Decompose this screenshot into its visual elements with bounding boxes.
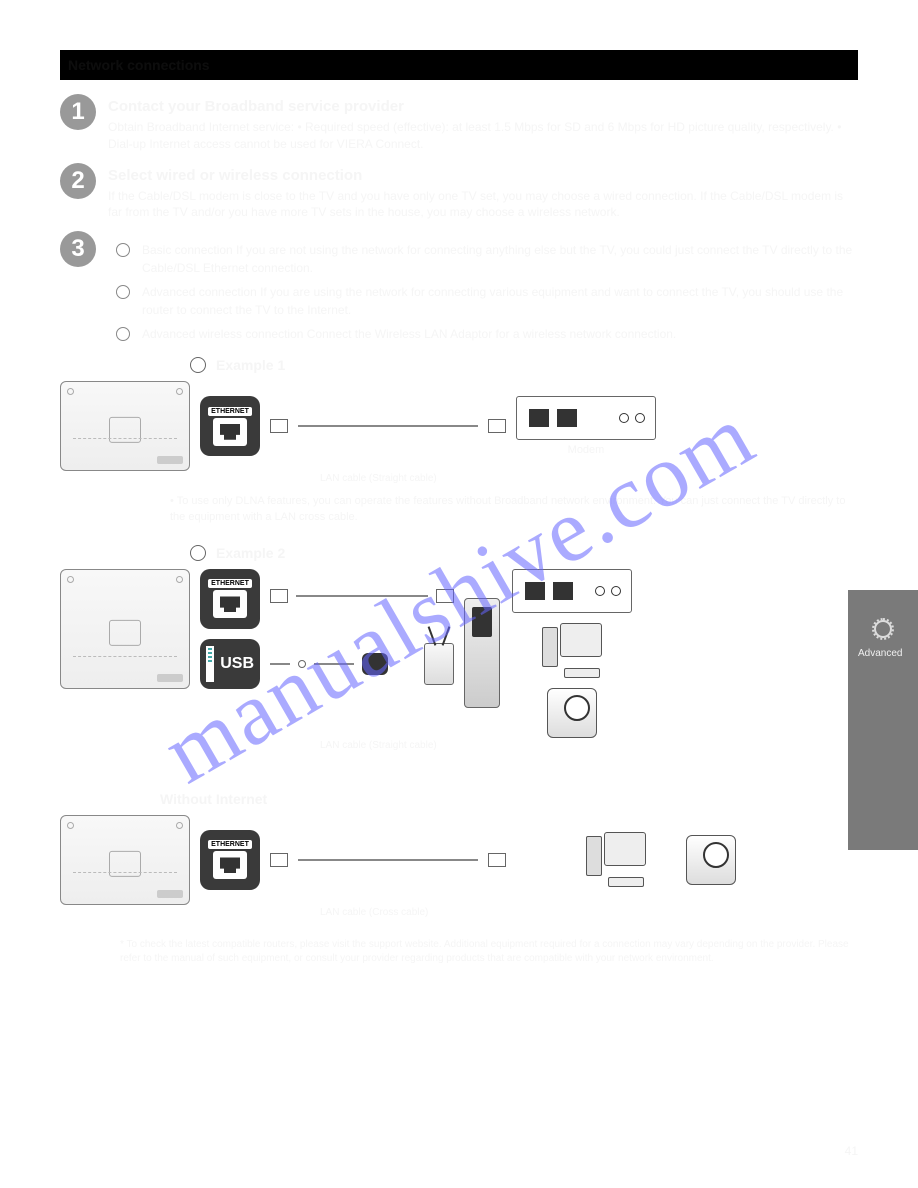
step-1-body: Contact your Broadband service provider … bbox=[108, 94, 858, 153]
cable-plug-icon bbox=[270, 589, 288, 603]
lan-cable-icon bbox=[298, 859, 478, 861]
side-tab-label: Advanced bbox=[858, 648, 908, 659]
step-2-title: Select wired or wireless connection bbox=[108, 167, 858, 184]
ethernet-label: ETHERNET bbox=[208, 579, 252, 588]
example-1-diagram: ETHERNET Modem bbox=[60, 381, 858, 471]
step3-sub-a-text: Basic connection If you are not using th… bbox=[142, 241, 858, 277]
step3-sub-a: Basic connection If you are not using th… bbox=[116, 241, 858, 277]
ethernet-jack-icon bbox=[213, 590, 247, 618]
example-1-note: • To use only DLNA features, you can ope… bbox=[170, 494, 858, 525]
modem-label: Modem bbox=[568, 444, 605, 456]
tv-back-icon bbox=[60, 569, 190, 689]
ex2-right-cluster bbox=[464, 569, 632, 738]
modem-icon bbox=[516, 396, 656, 440]
usb-label: USB bbox=[220, 655, 254, 673]
ethernet-port-icon: ETHERNET bbox=[200, 569, 260, 629]
example-2-diagram: ETHERNET USB bbox=[60, 569, 858, 738]
gear-icon bbox=[874, 620, 892, 638]
ethernet-label: ETHERNET bbox=[208, 840, 252, 849]
example-2-header: Example 2 bbox=[190, 545, 858, 561]
cable-plug-icon bbox=[436, 589, 454, 603]
page-number: 41 bbox=[845, 1144, 858, 1158]
example-2-cable-label: LAN cable (Straight cable) bbox=[320, 740, 858, 751]
tv-back-icon bbox=[60, 381, 190, 471]
wireless-adapter-icon bbox=[362, 653, 388, 675]
example-1-header: Example 1 bbox=[190, 357, 858, 373]
computer-icon bbox=[542, 623, 602, 678]
footnote: * To check the latest compatible routers… bbox=[120, 938, 858, 966]
example-2-title: Example 2 bbox=[216, 545, 285, 561]
usb-socket-icon bbox=[206, 646, 214, 682]
step3-sub-b: Advanced connection If you are using the… bbox=[116, 283, 858, 319]
ethernet-jack-icon bbox=[213, 418, 247, 446]
cable-plug-icon bbox=[488, 853, 506, 867]
section-title: Network connections bbox=[60, 57, 210, 73]
computer-icon bbox=[586, 832, 646, 887]
network-camera-icon bbox=[686, 835, 736, 885]
step-1-title: Contact your Broadband service provider bbox=[108, 98, 858, 115]
example-3-title: Without Internet bbox=[160, 791, 267, 807]
section-title-bar: Network connections bbox=[60, 50, 858, 80]
network-camera-icon bbox=[547, 688, 597, 738]
ex2-lan-row bbox=[270, 589, 454, 603]
step-2: 2 Select wired or wireless connection If… bbox=[60, 163, 858, 222]
step3-sub-c: Advanced wireless connection Connect the… bbox=[116, 325, 858, 343]
step3-sub-c-text: Advanced wireless connection Connect the… bbox=[142, 325, 676, 343]
ethernet-jack-icon bbox=[213, 851, 247, 879]
port-stack: ETHERNET USB bbox=[200, 569, 260, 689]
example-1-title: Example 1 bbox=[216, 357, 285, 373]
ex2-wireless-row bbox=[270, 643, 454, 685]
ethernet-label: ETHERNET bbox=[208, 407, 252, 416]
bullet-icon bbox=[116, 243, 130, 257]
step3-sub-b-text: Advanced connection If you are using the… bbox=[142, 283, 858, 319]
page-root: Network connections 1 Contact your Broad… bbox=[0, 0, 918, 1188]
side-tab: Advanced bbox=[848, 590, 918, 850]
tv-back-icon bbox=[60, 815, 190, 905]
cable-plug-icon bbox=[270, 853, 288, 867]
example-3-cable-label: LAN cable (Cross cable) bbox=[320, 907, 858, 918]
router-icon bbox=[464, 598, 500, 708]
bullet-icon bbox=[190, 357, 206, 373]
access-point-icon bbox=[424, 643, 454, 685]
step-1-desc: Obtain Broadband Internet service: • Req… bbox=[108, 119, 858, 153]
lan-cable-icon bbox=[296, 595, 428, 597]
example-3-header: Without Internet bbox=[160, 791, 858, 807]
step-2-desc: If the Cable/DSL modem is close to the T… bbox=[108, 188, 858, 222]
bullet-icon bbox=[116, 285, 130, 299]
bullet-icon bbox=[190, 545, 206, 561]
step-2-body: Select wired or wireless connection If t… bbox=[108, 163, 858, 222]
step-3-body: Connecting to the Internet Basic connect… bbox=[108, 231, 858, 343]
cable-plug-icon bbox=[270, 419, 288, 433]
example-3-diagram: ETHERNET bbox=[60, 815, 858, 905]
bullet-icon bbox=[116, 327, 130, 341]
example-1-cable-label: LAN cable (Straight cable) bbox=[320, 473, 858, 484]
ethernet-port-icon: ETHERNET bbox=[200, 396, 260, 456]
modem-icon bbox=[512, 569, 632, 613]
step-3-number: 3 bbox=[60, 231, 96, 267]
lan-cable-icon bbox=[298, 425, 478, 427]
step-1-number: 1 bbox=[60, 94, 96, 130]
usb-port-icon: USB bbox=[200, 639, 260, 689]
cable-plug-icon bbox=[488, 419, 506, 433]
step-3: 3 Connecting to the Internet Basic conne… bbox=[60, 231, 858, 343]
step-2-number: 2 bbox=[60, 163, 96, 199]
ethernet-port-icon: ETHERNET bbox=[200, 830, 260, 890]
step-1: 1 Contact your Broadband service provide… bbox=[60, 94, 858, 153]
